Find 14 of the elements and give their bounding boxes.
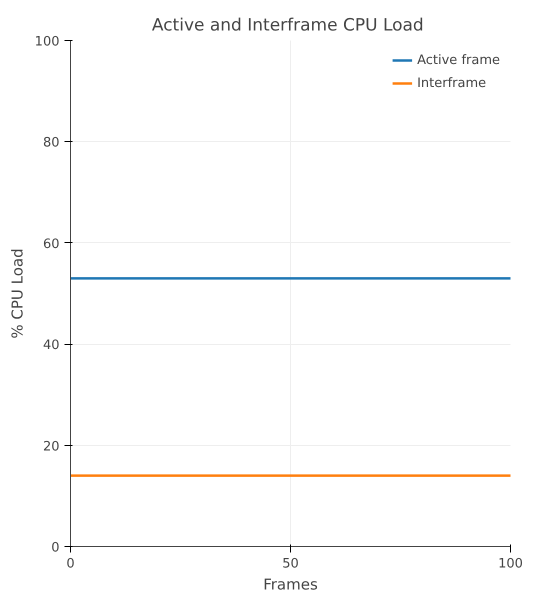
x-axis-title: Frames <box>263 576 318 594</box>
x-tick-label: 100 <box>498 556 523 572</box>
y-tick-label: 80 <box>42 136 60 151</box>
x-tick-label: 0 <box>66 556 75 572</box>
legend-label: Active frame <box>417 52 500 68</box>
y-tick-label: 0 <box>51 540 60 556</box>
x-tick-label: 50 <box>282 556 299 572</box>
y-tick-label: 60 <box>42 236 60 252</box>
y-axis-title: % CPU Load <box>8 248 27 339</box>
legend-label: Interframe <box>417 76 486 90</box>
y-tick-label: 20 <box>42 439 60 454</box>
chart-title: Active and Interframe CPU Load <box>152 16 424 36</box>
y-tick-label: 100 <box>34 34 60 50</box>
y-tick-label: 40 <box>42 338 60 354</box>
